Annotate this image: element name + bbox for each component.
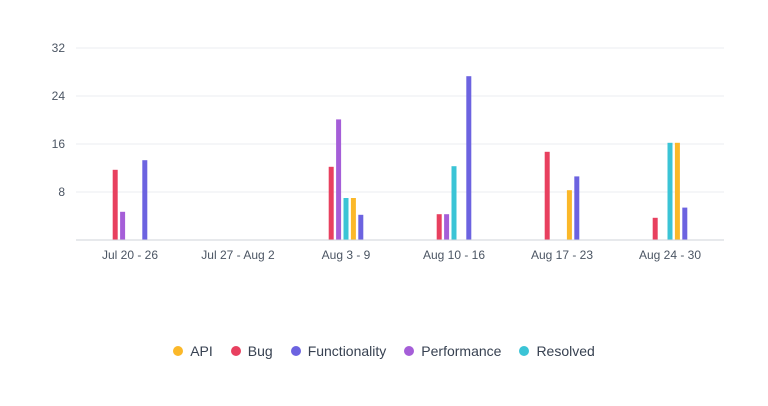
x-tick-label: Jul 20 - 26: [102, 248, 158, 262]
bar-api: [674, 142, 680, 240]
bars: [112, 76, 688, 240]
bar-functionality: [142, 160, 148, 240]
bar-performance: [120, 211, 126, 240]
legend-dot-api: [173, 346, 184, 356]
legend-item-functionality[interactable]: Functionality: [290, 343, 387, 359]
bar-functionality: [682, 207, 688, 240]
bar-functionality: [358, 214, 364, 240]
legend-label-api: API: [190, 343, 213, 359]
legend-dot-bug: [230, 346, 241, 356]
bar-api: [566, 190, 572, 240]
legend-item-bug[interactable]: Bug: [230, 343, 273, 359]
bar-bug: [436, 214, 442, 240]
x-axis-ticks: Jul 20 - 26 Jul 27 - Aug 2 Aug 3 - 9 Aug 10…: [102, 248, 701, 262]
legend-dot-resolved: [519, 346, 530, 356]
x-tick-label: Aug 10 - 16: [423, 248, 485, 262]
legend-item-performance[interactable]: Performance: [404, 343, 501, 359]
bar-bug: [652, 217, 658, 240]
y-tick-label: 24: [52, 89, 66, 103]
bar-bug: [112, 169, 118, 240]
bar-api: [350, 198, 356, 240]
bar-bug: [328, 166, 334, 240]
legend-label-resolved: Resolved: [536, 343, 595, 359]
legend-item-api[interactable]: API: [173, 343, 213, 359]
bar-resolved: [451, 166, 457, 240]
y-axis-ticks: 8 16 24 32: [52, 41, 66, 199]
grid-lines: [76, 47, 724, 193]
legend-item-resolved[interactable]: Resolved: [519, 343, 595, 359]
bar-performance: [336, 119, 342, 240]
legend-dot-performance: [404, 346, 415, 356]
y-tick-label: 8: [58, 185, 65, 199]
x-tick-label: Aug 17 - 23: [531, 248, 593, 262]
legend-label-bug: Bug: [247, 343, 273, 359]
y-tick-label: 16: [52, 137, 66, 151]
x-tick-label: Aug 24 - 30: [639, 248, 701, 262]
bar-resolved: [343, 198, 349, 240]
x-tick-label: Aug 3 - 9: [322, 248, 371, 262]
bar-functionality: [466, 76, 472, 240]
chart-legend: API Bug Functionality Performance Resolv…: [0, 343, 768, 359]
y-tick-label: 32: [52, 41, 66, 55]
x-tick-label: Jul 27 - Aug 2: [201, 248, 275, 262]
legend-label-functionality: Functionality: [307, 343, 387, 359]
bar-performance: [444, 214, 450, 240]
legend-label-performance: Performance: [421, 343, 502, 359]
bar-functionality: [574, 176, 580, 240]
bar-bug: [544, 151, 550, 240]
legend-dot-functionality: [290, 346, 301, 356]
bar-resolved: [667, 142, 673, 240]
